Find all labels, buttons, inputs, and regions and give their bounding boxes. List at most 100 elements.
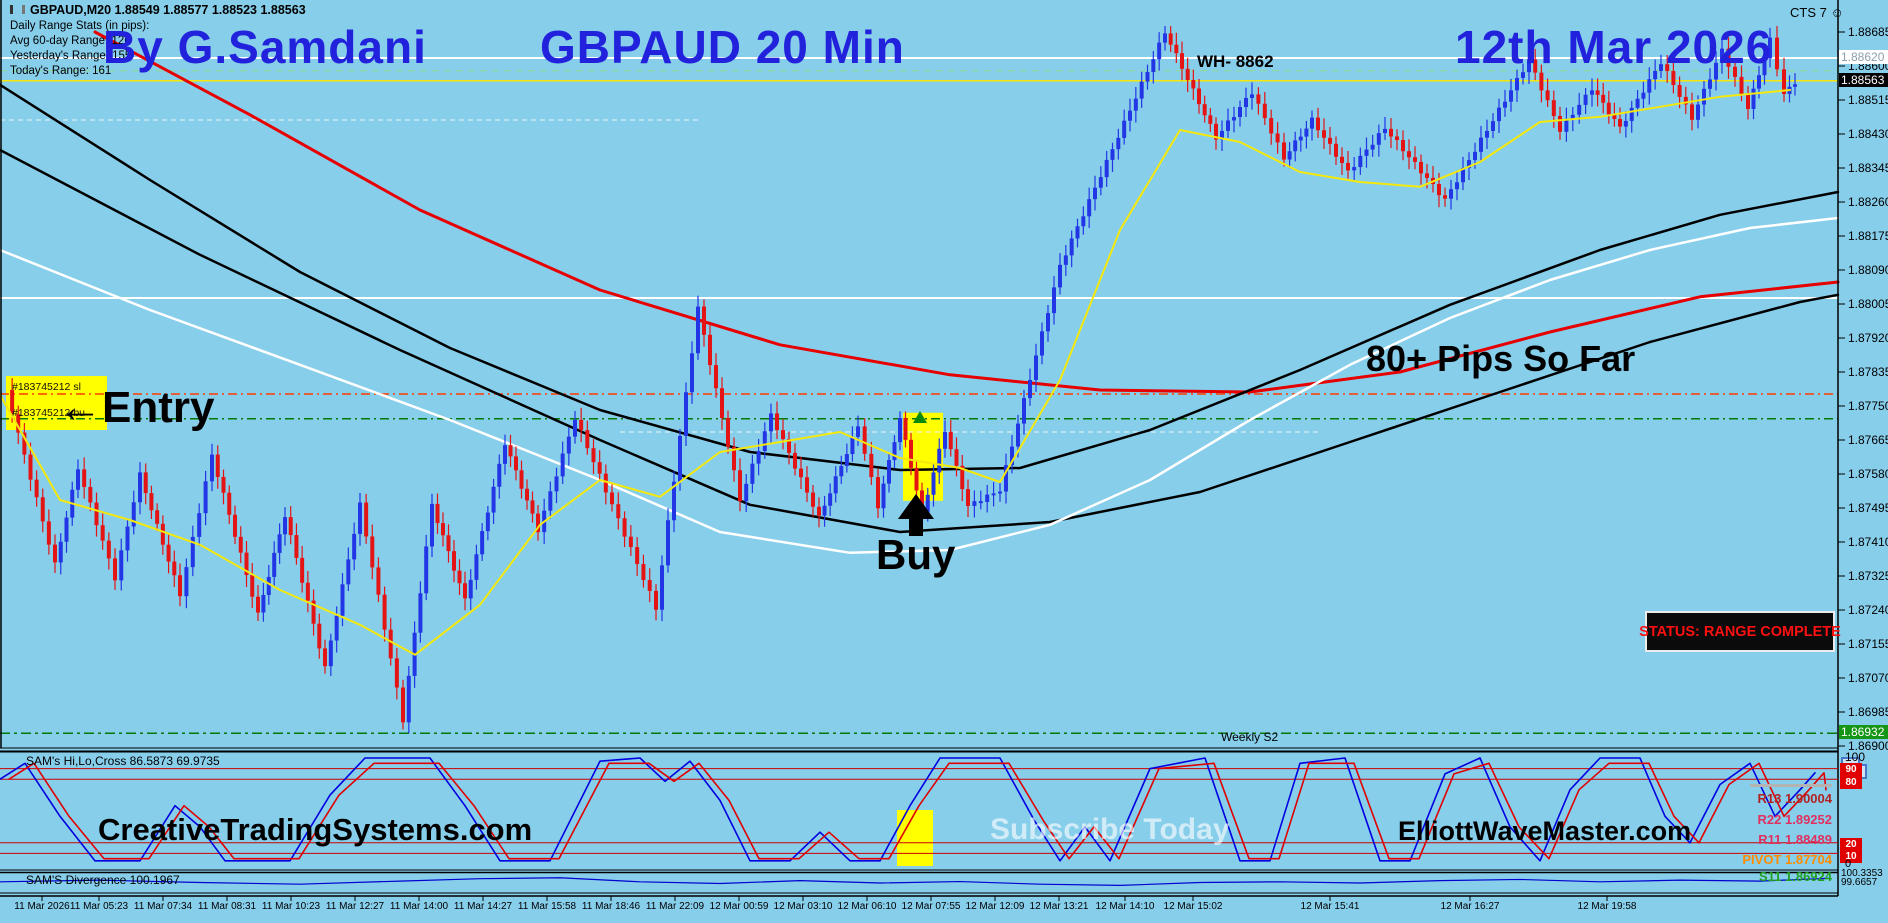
divergence-line	[0, 877, 1831, 887]
time-axis-label: 11 Mar 2026	[14, 901, 70, 912]
price-axis-label: 1.87155	[1848, 637, 1888, 651]
price-badge-1.88563: 1.88563	[1839, 72, 1888, 87]
osc-axis-10-badge: 10	[1840, 850, 1862, 863]
order-buy-label: #183745212 bu	[12, 407, 85, 419]
time-axis-label: 11 Mar 15:58	[517, 901, 577, 912]
price-axis-label: 1.88005	[1848, 297, 1888, 311]
subscribe-watermark: Subscribe Today	[990, 813, 1230, 846]
div-axis-max: 100.3353	[1841, 868, 1883, 879]
entry-annotation: ←Entry	[58, 386, 214, 430]
entry-label: Entry	[102, 383, 215, 432]
smiley-icon: ☺	[1830, 5, 1844, 20]
time-axis-label: 12 Mar 13:21	[1029, 901, 1089, 912]
buy-arrow-stem	[909, 517, 923, 536]
buy-marker-icon	[913, 411, 927, 423]
author-title: By G.Samdani	[103, 21, 427, 73]
price-axis-label: 1.87070	[1848, 671, 1888, 685]
instrument-title: GBPAUD 20 Min	[540, 21, 905, 73]
osc-axis-20-badge: 20	[1840, 838, 1862, 851]
price-axis-label: 1.88430	[1848, 127, 1888, 141]
price-axis-label: 1.87920	[1848, 331, 1888, 345]
ma-yellow	[0, 89, 1791, 656]
time-axis-label: 12 Mar 16:27	[1440, 901, 1500, 912]
time-axis-label: 12 Mar 15:02	[1163, 901, 1223, 912]
date-title: 12th Mar 2026	[1455, 21, 1773, 73]
status-badge: STATUS: RANGE COMPLETE	[1639, 611, 1841, 652]
avg-range-stat: Avg 60-day Range: 126	[10, 35, 131, 47]
weekly-s2-label: Weekly S2	[1221, 730, 1279, 744]
time-axis-label: 11 Mar 14:27	[453, 901, 513, 912]
ma-black-slow	[0, 148, 1840, 534]
price-badge-1.88620: 1.88620	[1839, 50, 1888, 64]
time-axis-label: 11 Mar 08:31	[197, 901, 257, 912]
price-axis-label: 1.88260	[1848, 195, 1888, 209]
yesterday-range-stat: Yesterday's Range: 155	[10, 50, 132, 62]
time-axis-label: 11 Mar 22:09	[645, 901, 705, 912]
osc-axis-90-badge: 90	[1840, 763, 1862, 776]
chart-icon	[10, 5, 25, 14]
weekly-high-label: WH- 8862	[1197, 52, 1274, 71]
time-axis-label: 12 Mar 12:09	[965, 901, 1025, 912]
symbol-ohlc-text: GBPAUD,M20 1.88549 1.88577 1.88523 1.885…	[30, 3, 306, 17]
left-arrow-icon: ←	[58, 383, 102, 432]
time-axis-label: 11 Mar 18:46	[581, 901, 641, 912]
divider-line	[1750, 784, 1832, 787]
price-axis-label: 1.88685	[1848, 25, 1888, 39]
pivot-level-label: R13 1.90004	[1757, 791, 1832, 806]
order-sl-label: #183745212 sl	[12, 381, 81, 393]
time-axis-label: 11 Mar 14:00	[389, 901, 449, 912]
left-website-label: CreativeTradingSystems.com	[98, 812, 533, 847]
price-axis-label: 1.87580	[1848, 467, 1888, 481]
price-axis-label: 1.87750	[1848, 399, 1888, 413]
time-axis-label: 11 Mar 05:23	[69, 901, 129, 912]
time-axis-label: 12 Mar 07:55	[901, 901, 961, 912]
osc-axis-80-badge: 80	[1840, 776, 1862, 789]
pivot-level-label: S11 1.86924	[1758, 869, 1832, 884]
today-range-stat: Today's Range: 161	[10, 65, 112, 77]
time-axis-label: 12 Mar 03:10	[773, 901, 833, 912]
time-axis-label: 11 Mar 12:27	[325, 901, 385, 912]
symbol-ohlc-line: GBPAUD,M20 1.88549 1.88577 1.88523 1.885…	[10, 3, 306, 17]
price-axis-label: 1.87240	[1848, 603, 1888, 617]
pivot-level-label: R22 1.89252	[1757, 812, 1832, 827]
time-axis-label: 12 Mar 00:59	[709, 901, 769, 912]
price-axis-label: 1.88345	[1848, 161, 1888, 175]
ma-red	[93, 30, 1840, 394]
right-website-label: ElliottWaveMaster.com	[1398, 816, 1692, 846]
time-axis-label: 11 Mar 07:34	[133, 901, 193, 912]
oscillator-blue-line	[0, 757, 1816, 862]
pips-so-far-label: 80+ Pips So Far	[1366, 338, 1636, 379]
time-axis-label: 11 Mar 10:23	[261, 901, 321, 912]
time-axis-label: 12 Mar 14:10	[1095, 901, 1155, 912]
buy-label: Buy	[876, 531, 956, 578]
price-axis-label: 1.88175	[1848, 229, 1888, 243]
price-axis-label: 1.87325	[1848, 569, 1888, 583]
price-axis-label: 1.86985	[1848, 705, 1888, 719]
osc-axis-0: 0	[1845, 858, 1852, 870]
pivot-level-label: R11 1.88489	[1758, 832, 1832, 847]
price-axis-label: 1.88515	[1848, 93, 1888, 107]
buy-arrow-icon	[898, 494, 934, 519]
time-axis-label: 12 Mar 06:10	[837, 901, 897, 912]
oscillator-panel-label: SAM's Hi,Lo,Cross 86.5873 69.9735	[26, 754, 220, 768]
time-axis-label: 12 Mar 19:58	[1577, 901, 1637, 912]
entry-order-highlight	[6, 376, 107, 430]
divergence-panel-label: SAM'S Divergence 100.1967	[26, 873, 180, 887]
pivot-level-label: PIVOT 1.87704	[1742, 852, 1832, 867]
price-badge-1.86932: 1.86932	[1839, 725, 1888, 740]
ma-white	[0, 216, 1840, 555]
time-axis-label: 12 Mar 15:41	[1300, 901, 1360, 912]
price-axis-label: 1.87835	[1848, 365, 1888, 379]
osc-axis-100: 100	[1845, 750, 1866, 764]
cts-indicator-label: CTS 7 ☺	[1790, 5, 1844, 20]
daily-range-stats-title: Daily Range Stats (in pips):	[10, 20, 150, 32]
price-axis-label: 1.87495	[1848, 501, 1888, 515]
price-axis-label: 1.88090	[1848, 263, 1888, 277]
price-axis-label: 1.87665	[1848, 433, 1888, 447]
div-axis-min: 99.6657	[1841, 877, 1878, 888]
oscillator-red-line	[8, 762, 1827, 860]
price-axis-label: 1.87410	[1848, 535, 1888, 549]
price-axis-label: 1.86900	[1848, 739, 1888, 753]
